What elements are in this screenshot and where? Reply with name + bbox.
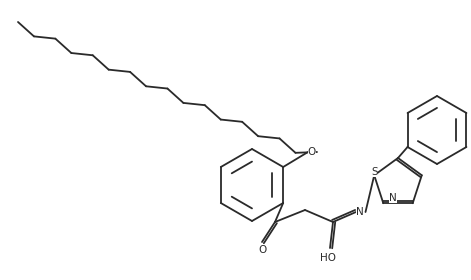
Text: N: N [389, 193, 397, 203]
Text: N: N [356, 207, 364, 217]
Text: O: O [258, 245, 266, 255]
Text: HO: HO [320, 253, 336, 263]
Text: O: O [308, 147, 316, 157]
Text: S: S [372, 167, 378, 177]
